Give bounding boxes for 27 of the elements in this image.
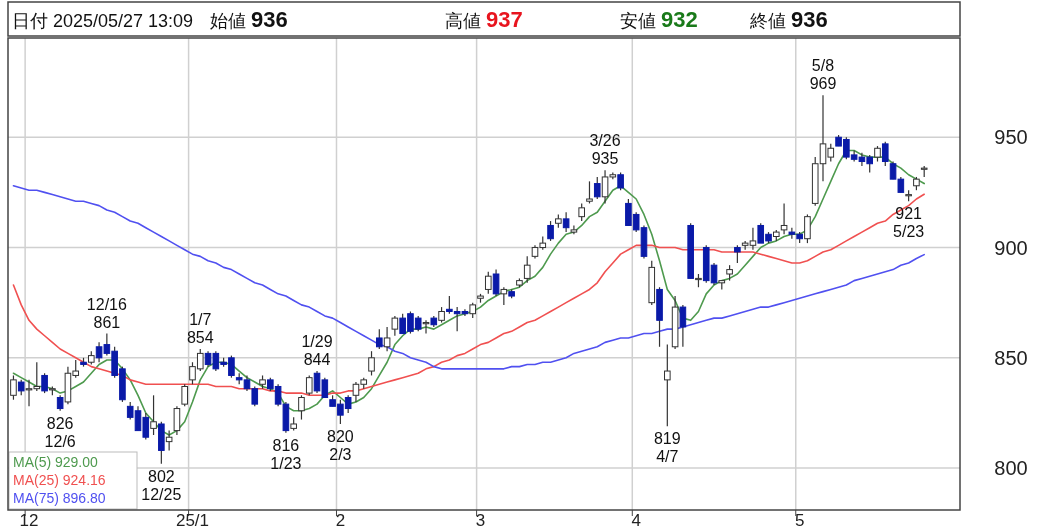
annotation: 3/26 935 <box>589 132 621 168</box>
annotation: 1/7 854 <box>186 310 214 346</box>
annotation: 802 12/25 <box>141 467 182 503</box>
annotation: 5/8 969 <box>809 57 837 93</box>
annotation: 819 4/7 <box>653 430 681 466</box>
y-tick-label: 900 <box>994 236 1028 259</box>
x-tick-label: 12 <box>19 511 39 530</box>
x-tick-label: 2 <box>335 511 346 530</box>
x-tick-label: 25/1 <box>175 511 210 530</box>
text: 安値 932 <box>620 7 698 32</box>
x-tick-label: 5 <box>794 511 805 530</box>
text: 終値 936 <box>749 7 828 32</box>
legend: MA(5) 929.00 MA(25) 924.16 MA(75) 896.80 <box>8 451 138 510</box>
y-tick-label: 800 <box>994 457 1028 480</box>
annotation: 12/16 861 <box>86 295 127 331</box>
x-tick-label: 3 <box>475 511 486 530</box>
annotation: 816 1/23 <box>270 436 302 472</box>
text: 高値 937 <box>445 7 523 32</box>
chart-title: 日付 2025/05/27 13:09 <box>12 11 194 31</box>
y-tick-label: 850 <box>994 346 1028 369</box>
y-tick-label: 950 <box>994 126 1028 149</box>
annotation: 1/29 844 <box>301 333 333 369</box>
annotation: 820 2/3 <box>327 427 354 463</box>
annotation: 921 5/23 <box>893 205 925 241</box>
annotation: 826 12/6 <box>44 414 76 450</box>
x-tick-label: 4 <box>631 511 641 530</box>
text: 始値 936 <box>210 7 288 32</box>
